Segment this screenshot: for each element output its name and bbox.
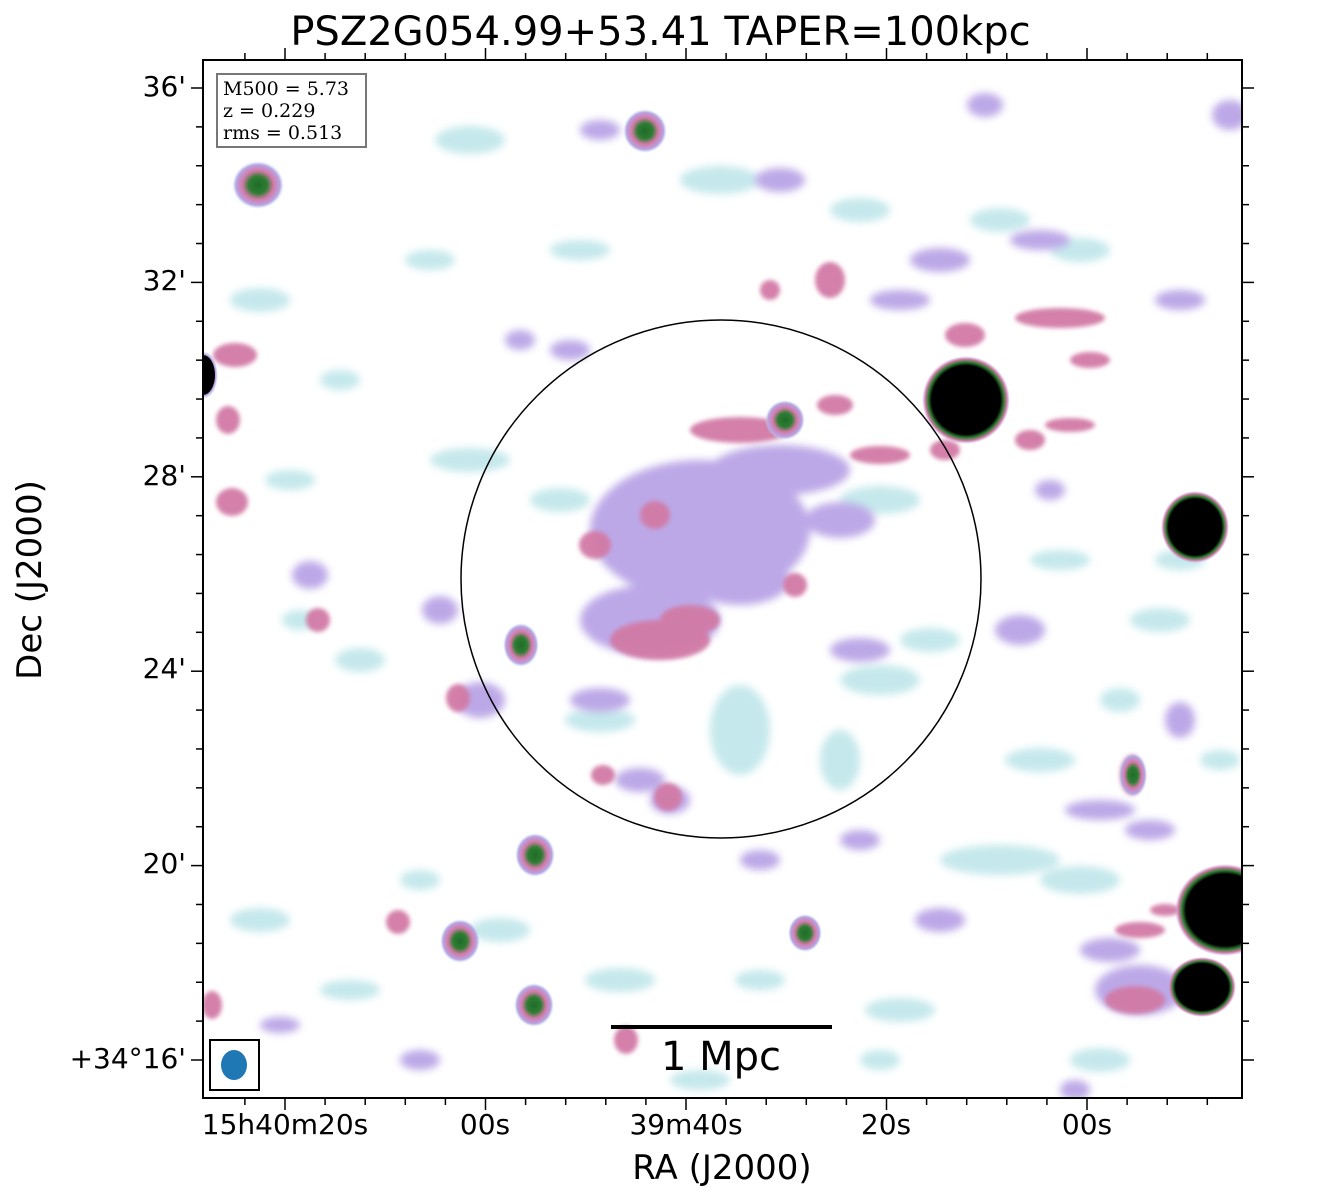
rms-text: rms = 0.513 (223, 122, 343, 144)
x-tick-label: 20s (860, 1108, 912, 1141)
plot-frame (202, 59, 1243, 1099)
y-axis-label: Dec (J2000) (10, 480, 50, 680)
beam-ellipse (221, 1050, 247, 1080)
y-tick-label: +34°16' (69, 1042, 186, 1075)
x-tick-label: 00s (459, 1108, 511, 1141)
r500-circle (460, 319, 982, 839)
mass-text: M500 = 5.73 (223, 78, 350, 100)
emission-layer (203, 60, 1242, 1098)
axis-ticks (191, 48, 1254, 1110)
y-tick-label: 20' (142, 847, 186, 880)
saturated-sources (203, 355, 1242, 1017)
x-axis-label: RA (J2000) (632, 1148, 812, 1188)
y-tick-label: 24' (142, 652, 186, 685)
figure-title: PSZ2G054.99+53.41 TAPER=100kpc (290, 9, 1031, 55)
x-tick-label: 39m40s (629, 1108, 743, 1141)
y-tick-label: 32' (142, 264, 186, 297)
x-tick-label: 00s (1061, 1108, 1113, 1141)
cluster-info-box: M500 = 5.73 z = 0.229 rms = 0.513 (216, 73, 367, 148)
x-tick-label: 15h40m20s (201, 1108, 369, 1141)
scale-bar-label: 1 Mpc (660, 1034, 782, 1080)
compact-sources (203, 109, 1147, 1027)
redshift-text: z = 0.229 (223, 100, 316, 122)
y-tick-label: 28' (142, 459, 186, 492)
y-tick-label: 36' (142, 70, 186, 103)
